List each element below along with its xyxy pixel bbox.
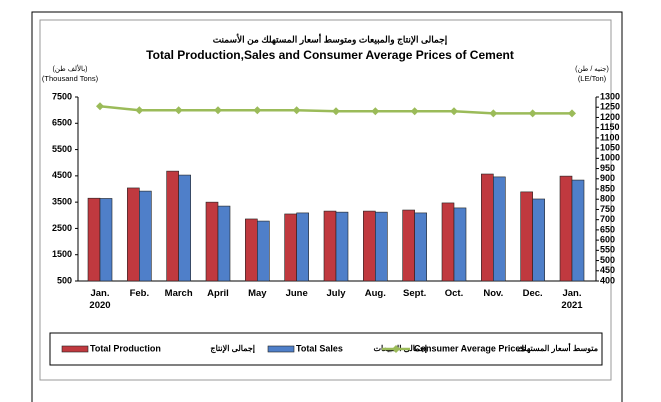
bar bbox=[375, 211, 388, 282]
bar bbox=[559, 175, 573, 282]
bar bbox=[493, 176, 506, 282]
bar bbox=[284, 213, 297, 282]
x-tick-label: April bbox=[207, 288, 229, 299]
x-tick-label: Nov. bbox=[483, 288, 504, 299]
price-marker bbox=[371, 107, 380, 116]
chart-title: Total Production,Sales and Consumer Aver… bbox=[146, 48, 514, 62]
outer-frame bbox=[31, 11, 623, 402]
bar bbox=[296, 212, 309, 282]
y2-tick-label: 1050 bbox=[600, 142, 620, 152]
chart-frame bbox=[39, 19, 612, 381]
price-marker bbox=[332, 107, 340, 116]
y-tick-label: 7500 bbox=[52, 91, 72, 101]
y2-tick-label: 1000 bbox=[600, 153, 620, 163]
price-marker bbox=[174, 106, 183, 115]
bar bbox=[87, 197, 101, 282]
price-marker bbox=[135, 106, 144, 115]
bar bbox=[205, 201, 219, 282]
legend-swatch bbox=[267, 345, 295, 353]
y2-tick-label: 1300 bbox=[600, 91, 620, 101]
y2-label: (LE/Ton) bbox=[578, 74, 607, 83]
x-tick-label: June bbox=[285, 288, 308, 299]
x-tick-label: Oct. bbox=[444, 288, 464, 299]
y2-tick-label: 1100 bbox=[600, 132, 620, 142]
price-marker bbox=[489, 109, 498, 118]
price-marker bbox=[214, 106, 222, 115]
y2-tick-label: 1150 bbox=[600, 122, 620, 132]
bar bbox=[453, 207, 467, 282]
x-tick-label: March bbox=[164, 288, 193, 299]
x-tick-label: Dec. bbox=[522, 288, 543, 299]
bar bbox=[139, 190, 152, 282]
y-label: (Thousand Tons) bbox=[42, 74, 99, 83]
x-tick-label: Aug. bbox=[364, 288, 386, 299]
price-marker bbox=[253, 106, 262, 115]
y-label-ar: (بالألف طن) bbox=[53, 63, 88, 73]
y2-tick-label: 500 bbox=[600, 255, 615, 265]
price-marker bbox=[528, 109, 537, 118]
y2-tick-label: 550 bbox=[600, 245, 615, 255]
bar bbox=[257, 220, 270, 282]
y2-tick-label: 650 bbox=[600, 224, 615, 234]
bar bbox=[323, 210, 337, 282]
y2-tick-label: 700 bbox=[600, 214, 615, 224]
y2-tick-label: 450 bbox=[600, 265, 615, 275]
x-tick-label: July bbox=[326, 288, 346, 299]
legend-label: Consumer Average Prices bbox=[414, 343, 525, 353]
title-ar: إجمالى الإنتاج والمبيعات ومتوسط أسعار ال… bbox=[213, 32, 448, 45]
bar bbox=[127, 187, 140, 282]
y-tick-label: 2500 bbox=[52, 223, 72, 233]
legend-label: Total Production bbox=[90, 343, 161, 353]
x-tick-label: Jan. 2021 bbox=[561, 288, 583, 311]
x-tick-label: Feb. bbox=[129, 288, 150, 299]
y2-tick-label: 600 bbox=[600, 234, 615, 244]
bar bbox=[363, 210, 376, 282]
bar bbox=[335, 211, 349, 282]
bar bbox=[99, 198, 113, 282]
price-marker bbox=[292, 106, 301, 115]
y-tick-label: 500 bbox=[57, 275, 72, 285]
price-marker bbox=[568, 109, 576, 118]
bar bbox=[217, 205, 231, 282]
bar bbox=[441, 202, 455, 282]
bar bbox=[402, 209, 415, 282]
bar bbox=[166, 170, 179, 282]
y-tick-label: 6500 bbox=[52, 118, 72, 128]
y-tick-label: 1500 bbox=[52, 249, 72, 259]
bar bbox=[245, 218, 258, 282]
y2-tick-label: 800 bbox=[600, 194, 615, 204]
y-tick-label: 5500 bbox=[52, 144, 72, 154]
y2-tick-label: 850 bbox=[600, 183, 615, 193]
y2-tick-label: 950 bbox=[600, 163, 615, 173]
legend-label: Total Sales bbox=[296, 343, 343, 353]
bar bbox=[532, 198, 545, 282]
x-tick-label: May bbox=[248, 288, 267, 299]
legend-marker bbox=[392, 345, 400, 353]
y2-tick-label: 400 bbox=[600, 275, 615, 285]
bar bbox=[571, 179, 585, 282]
y2-tick-label: 1250 bbox=[600, 102, 620, 112]
y-tick-label: 3500 bbox=[52, 197, 72, 207]
bar bbox=[520, 191, 533, 282]
y-tick-label: 4500 bbox=[52, 170, 72, 180]
price-marker bbox=[450, 107, 458, 116]
price-marker bbox=[96, 102, 104, 111]
x-tick-label: Sept. bbox=[403, 288, 427, 299]
y2-tick-label: 1200 bbox=[600, 112, 620, 122]
y2-tick-label: 900 bbox=[600, 173, 615, 183]
bar bbox=[414, 212, 427, 282]
bar bbox=[178, 174, 191, 282]
legend-swatch bbox=[61, 345, 89, 353]
legend-frame bbox=[49, 332, 603, 366]
legend-label-ar: إجمالى الإنتاج bbox=[210, 344, 255, 354]
bar bbox=[481, 173, 494, 282]
y2-tick-label: 750 bbox=[600, 204, 615, 214]
y2-label-ar: (جنيه / طن) bbox=[575, 65, 609, 73]
price-marker bbox=[410, 107, 419, 116]
x-tick-label: Jan. 2020 bbox=[89, 288, 111, 311]
legend-label-ar: متوسط أسعار المستهلك bbox=[517, 341, 598, 354]
